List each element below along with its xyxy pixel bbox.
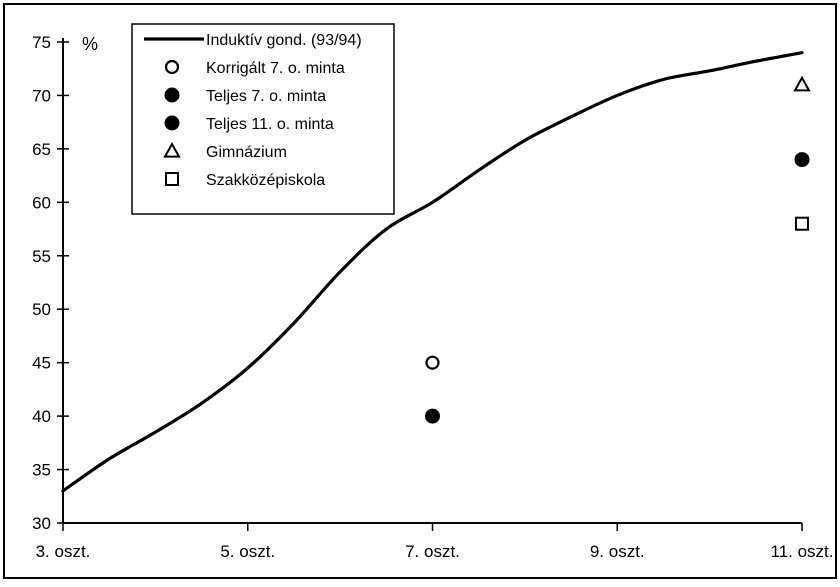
data-point-5 — [795, 216, 809, 231]
data-point-3 — [794, 152, 810, 168]
legend-marker-3 — [164, 115, 180, 131]
x-tick-label: 9. oszt. — [590, 542, 645, 561]
legend-label-3: Teljes 11. o. minta — [206, 116, 334, 133]
legend-label-1: Korrigált 7. o. minta — [206, 60, 345, 77]
x-tick-label: 7. oszt. — [405, 542, 460, 561]
data-point-4 — [793, 75, 811, 92]
legend-label-4: Gimnázium — [206, 144, 287, 161]
x-tick-label: 11. oszt. — [771, 542, 834, 561]
data-point-2 — [425, 408, 440, 424]
data-point-1 — [425, 355, 440, 370]
x-tick-label: 3. oszt. — [36, 542, 91, 561]
legend-marker-1 — [164, 59, 180, 75]
axes: 30 35 40 45 50 55 60 65 70 75 % 3. oszt. 5. oszt. 7. … — [32, 33, 833, 561]
y-tick-label: 35 — [32, 461, 51, 480]
series-area — [61, 51, 811, 493]
y-tick-label: 75 — [32, 33, 51, 52]
y-tick-label: 55 — [32, 247, 51, 266]
legend-marker-5 — [165, 172, 179, 186]
legend-label-2: Teljes 7. o. minta — [206, 88, 326, 105]
series-line-induktiv — [61, 51, 804, 493]
legend-marker-4 — [163, 141, 181, 158]
y-tick-label: 65 — [32, 140, 51, 159]
y-axis-label: % — [82, 34, 98, 54]
legend-marker-2 — [164, 87, 180, 103]
x-tick-label: 5. oszt. — [220, 542, 275, 561]
y-tick-label: 45 — [32, 354, 51, 373]
y-tick-label: 40 — [32, 407, 51, 426]
y-tick-label: 30 — [32, 514, 51, 533]
legend: Induktív gond. (93/94) Korrigált 7. o. mi… — [131, 23, 395, 215]
y-tick-label: 50 — [32, 300, 51, 319]
y-tick-label: 60 — [32, 193, 51, 212]
legend-label-0: Induktív gond. (93/94) — [206, 32, 362, 49]
legend-label-5: Szakközépiskola — [206, 172, 325, 189]
y-tick-label: 70 — [32, 86, 51, 105]
chart-frame — [3, 3, 837, 579]
